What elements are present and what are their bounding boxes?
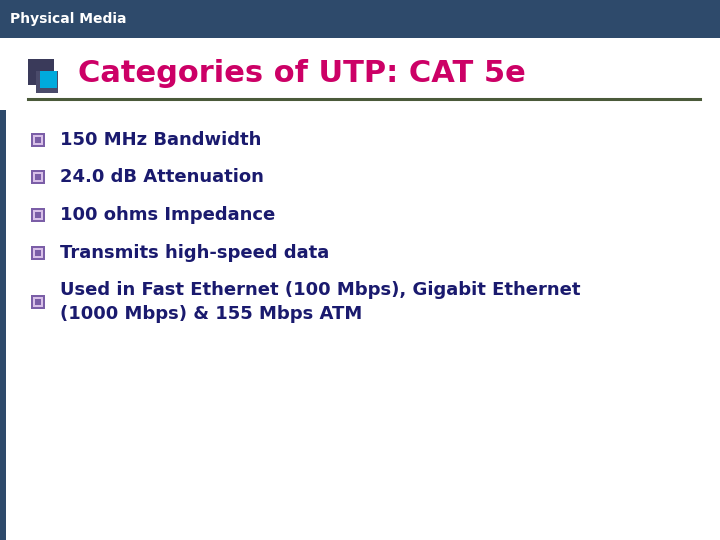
Text: 24.0 dB Attenuation: 24.0 dB Attenuation [60, 168, 264, 186]
Bar [31, 208, 45, 222]
Bar [35, 212, 41, 218]
Bar [40, 71, 57, 88]
Bar [35, 250, 41, 256]
Bar [0, 0, 720, 38]
Bar [31, 170, 45, 184]
Bar [35, 299, 41, 305]
Text: Used in Fast Ethernet (100 Mbps), Gigabit Ethernet
(1000 Mbps) & 155 Mbps ATM: Used in Fast Ethernet (100 Mbps), Gigabi… [60, 281, 580, 323]
Bar [28, 59, 54, 85]
Bar [33, 210, 43, 220]
Bar [33, 172, 43, 182]
Text: Transmits high-speed data: Transmits high-speed data [60, 244, 329, 262]
Bar [31, 133, 45, 147]
Bar [0, 110, 6, 540]
Bar [36, 71, 58, 93]
Text: Categories of UTP: CAT 5e: Categories of UTP: CAT 5e [78, 59, 526, 89]
Text: 100 ohms Impedance: 100 ohms Impedance [60, 206, 275, 224]
Bar [31, 246, 45, 260]
Bar [33, 248, 43, 258]
Bar [33, 297, 43, 307]
Text: 150 MHz Bandwidth: 150 MHz Bandwidth [60, 131, 261, 149]
Bar [33, 135, 43, 145]
Bar [35, 137, 41, 143]
Bar [35, 174, 41, 180]
Text: Physical Media: Physical Media [10, 12, 127, 26]
Bar [31, 295, 45, 309]
